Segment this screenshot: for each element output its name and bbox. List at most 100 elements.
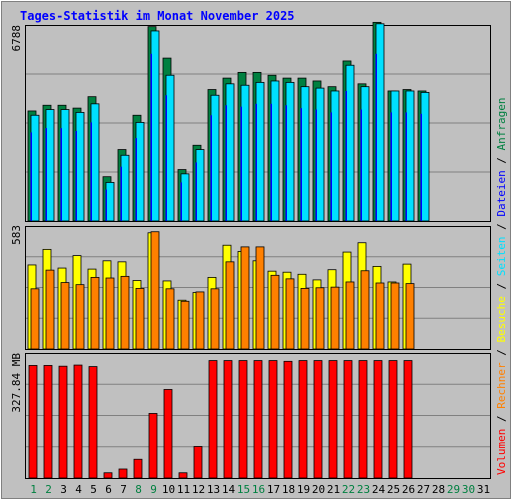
panel-volume xyxy=(25,353,491,479)
bar-dateien xyxy=(90,122,92,221)
bar-volumen xyxy=(223,360,233,479)
day-label: 10 xyxy=(162,483,175,496)
bar-volumen xyxy=(28,365,38,479)
bar-volumen xyxy=(103,472,113,479)
bar-dateien xyxy=(195,162,197,221)
bar-volumen xyxy=(163,389,173,479)
day-label: 2 xyxy=(45,483,52,496)
bar-seiten xyxy=(375,23,385,222)
bar-seiten xyxy=(150,30,160,222)
day-label: 15 xyxy=(237,483,250,496)
legend-anfragen: Anfragen xyxy=(495,97,508,150)
bar-dateien xyxy=(330,112,332,221)
legend-separator: / xyxy=(495,276,508,296)
legend-separator: / xyxy=(495,409,508,429)
day-label: 21 xyxy=(327,483,340,496)
day-label: 23 xyxy=(357,483,370,496)
day-label: 5 xyxy=(90,483,97,496)
bar-volumen xyxy=(343,360,353,479)
bar-volumen xyxy=(88,366,98,479)
bar-rechner xyxy=(90,276,100,350)
bar-volumen xyxy=(358,360,368,479)
side-legend: Volumen / Rechner / Besuche / Seiten / D… xyxy=(495,97,508,475)
bar-rechner xyxy=(150,231,160,350)
bar-volumen xyxy=(43,365,53,479)
bar-volumen xyxy=(403,360,413,479)
day-label: 17 xyxy=(267,483,280,496)
legend-rechner: Rechner xyxy=(495,362,508,409)
bar-volumen xyxy=(313,360,323,479)
bar-volumen xyxy=(388,360,398,479)
panel-visits xyxy=(25,226,491,350)
bar-rechner xyxy=(360,270,370,350)
day-label: 14 xyxy=(222,483,236,496)
day-label: 4 xyxy=(75,483,82,496)
day-label: 20 xyxy=(312,483,325,496)
bar-rechner xyxy=(255,246,265,350)
bar-dateien xyxy=(150,53,152,222)
bar-dateien xyxy=(255,103,257,221)
legend-dateien: Dateien xyxy=(495,170,508,216)
bar-volumen xyxy=(238,360,248,479)
bar-seiten xyxy=(75,111,85,222)
bar-dateien xyxy=(345,90,347,221)
bar-dateien xyxy=(120,166,122,221)
bar-seiten xyxy=(195,149,205,222)
bar-rechner xyxy=(135,287,145,350)
bar-dateien xyxy=(210,115,212,221)
bar-seiten xyxy=(345,64,355,222)
bar-seiten xyxy=(300,86,310,222)
bar-rechner xyxy=(240,246,250,350)
bar-volumen xyxy=(73,364,83,479)
legend-separator: / xyxy=(495,150,508,170)
panel-requests xyxy=(25,21,491,222)
bar-volumen xyxy=(208,360,218,479)
bar-volumen xyxy=(148,413,158,479)
day-label: 6 xyxy=(105,483,112,496)
bar-dateien xyxy=(45,128,47,221)
bar-seiten xyxy=(90,103,100,222)
bar-rechner xyxy=(75,284,85,350)
legend-besuche: Besuche xyxy=(495,296,508,342)
bar-rechner xyxy=(270,274,280,350)
bar-dateien xyxy=(165,95,167,221)
day-label: 28 xyxy=(432,483,445,496)
bar-rechner xyxy=(345,281,355,350)
day-label: 22 xyxy=(342,483,355,496)
bar-dateien xyxy=(225,105,227,221)
bar-seiten xyxy=(45,109,55,222)
day-label: 24 xyxy=(372,483,386,496)
bar-seiten xyxy=(390,90,400,222)
day-label: 1 xyxy=(30,483,37,496)
bar-volumen xyxy=(253,360,263,479)
bar-rechner xyxy=(165,288,175,350)
bar-volumen xyxy=(178,472,188,479)
bar-dateien xyxy=(390,112,392,221)
day-label: 25 xyxy=(387,483,400,496)
bar-rechner xyxy=(210,288,220,350)
bar-rechner xyxy=(60,282,70,350)
legend-separator: / xyxy=(495,343,508,363)
bar-dateien xyxy=(240,106,242,221)
day-label: 3 xyxy=(60,483,67,496)
bar-dateien xyxy=(315,109,317,221)
bar-dateien xyxy=(405,112,407,221)
y-max-label-volume: 327.84 MB xyxy=(10,353,23,413)
bar-dateien xyxy=(270,103,272,221)
day-label: 13 xyxy=(207,483,220,496)
legend-separator: / xyxy=(495,217,508,237)
bar-dateien xyxy=(285,105,287,221)
bar-volumen xyxy=(193,446,203,479)
legend-volumen: Volumen xyxy=(495,429,508,475)
bar-dateien xyxy=(180,182,182,221)
day-label: 9 xyxy=(150,483,157,496)
bar-seiten xyxy=(240,84,250,222)
day-label: 19 xyxy=(297,483,310,496)
bar-seiten xyxy=(135,121,145,222)
bar-dateien xyxy=(60,128,62,221)
bar-seiten xyxy=(165,74,175,222)
y-max-label-requests: 6788 xyxy=(10,25,23,52)
day-label: 18 xyxy=(282,483,295,496)
bar-seiten xyxy=(330,90,340,222)
